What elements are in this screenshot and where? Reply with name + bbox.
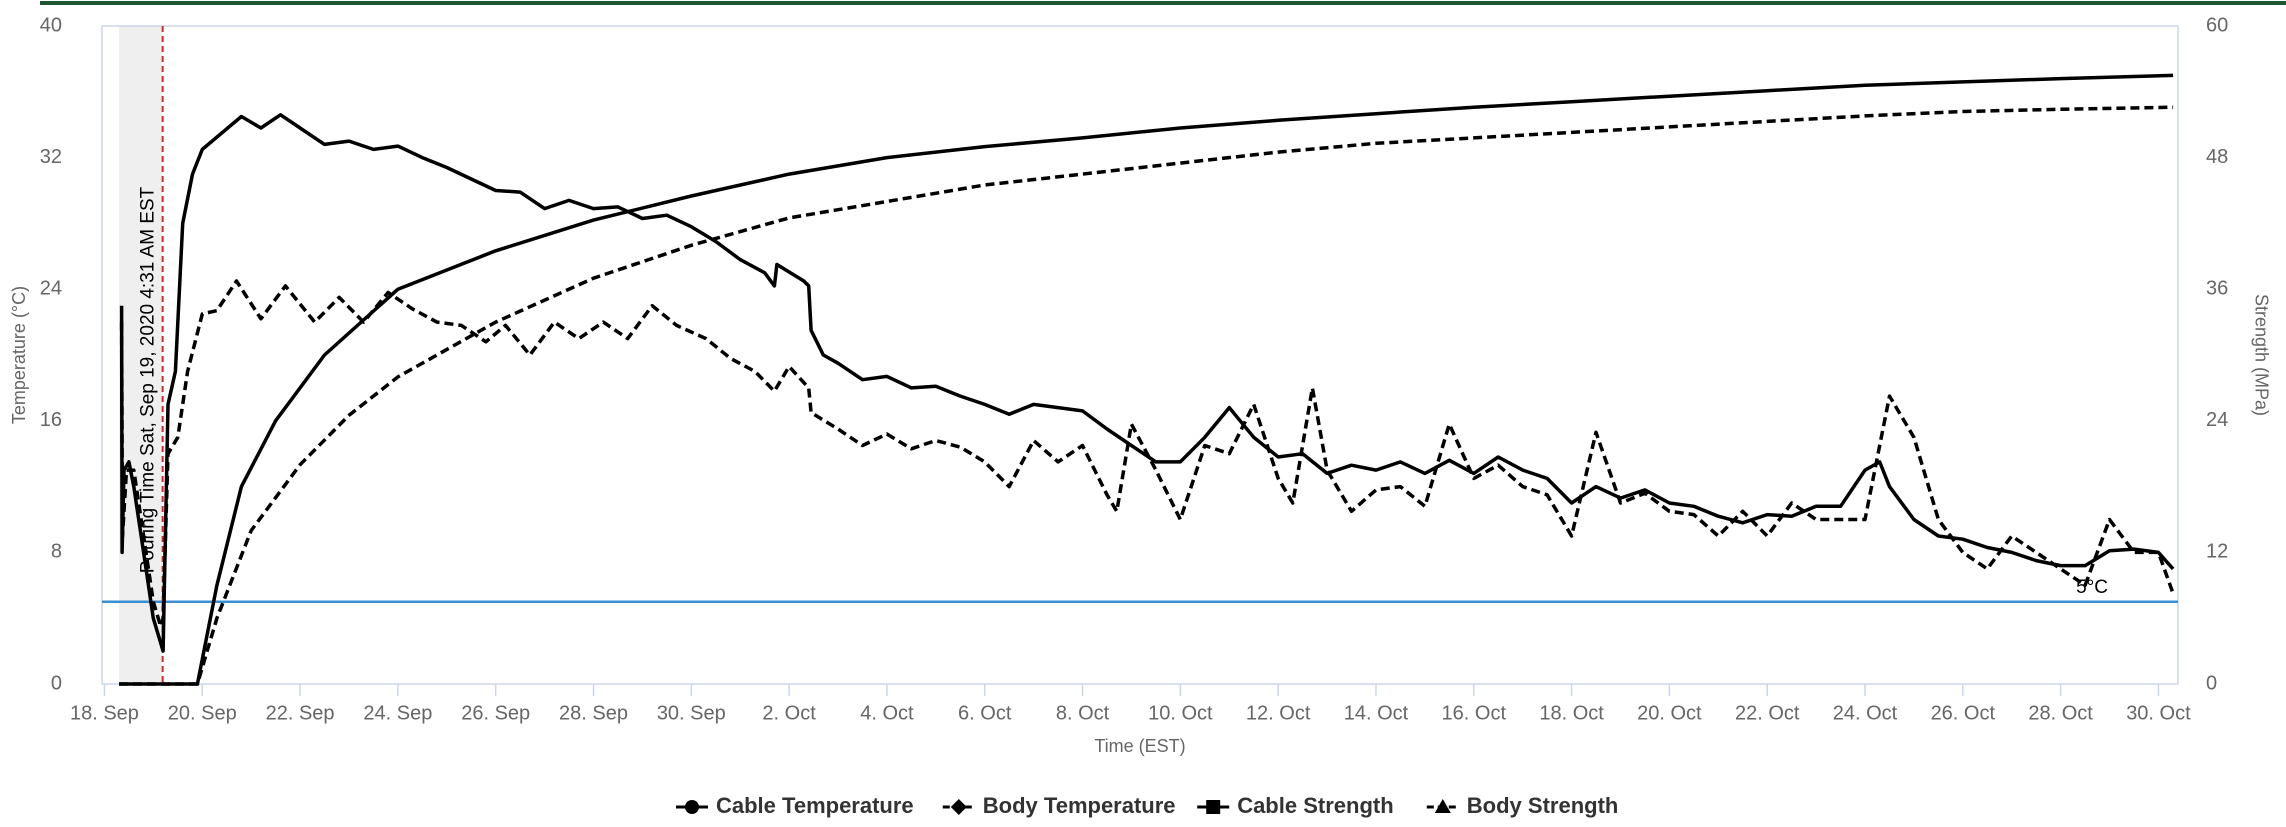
x-tick-label: 10. Oct (1148, 702, 1213, 724)
y2-axis-title: Strength (MPa) (2251, 294, 2271, 416)
series-line (119, 279, 2175, 629)
series-line (119, 105, 2174, 686)
y-axis-title: Temperature (°C) (9, 286, 29, 424)
legend-marker (950, 799, 967, 815)
legend-marker (1434, 799, 1451, 813)
x-tick-label: 30. Sep (657, 702, 726, 724)
legend-item: Body Temperature (942, 793, 1176, 818)
reference-label: 5°C (2076, 577, 2108, 598)
x-tick-label: 14. Oct (1344, 702, 1409, 724)
legend-label: Body Temperature (983, 793, 1176, 818)
legend-item: Cable Strength (1197, 793, 1394, 818)
legend-label: Body Strength (1467, 793, 1619, 818)
y2-tick-label: 36 (2206, 277, 2228, 299)
y2-tick-label: 48 (2206, 146, 2228, 168)
legend-label: Cable Temperature (716, 793, 914, 818)
y-tick-label: 8 (51, 541, 62, 563)
y-tick-label: 24 (40, 277, 62, 299)
y-tick-label: 0 (51, 672, 62, 694)
legend-marker (685, 800, 699, 814)
x-tick-label: 18. Sep (70, 702, 139, 724)
x-tick-label: 24. Oct (1833, 702, 1898, 724)
x-tick-label: 16. Oct (1442, 702, 1507, 724)
x-tick-label: 22. Oct (1735, 702, 1800, 724)
legend-marker (1206, 800, 1221, 814)
shaded-region (119, 26, 163, 684)
x-tick-label: 20. Oct (1637, 702, 1702, 724)
x-tick-label: 6. Oct (958, 702, 1012, 724)
x-tick-label: 20. Sep (168, 702, 237, 724)
x-tick-label: 30. Oct (2126, 702, 2191, 724)
y2-tick-label: 60 (2206, 14, 2228, 36)
x-tick-label: 26. Sep (461, 702, 530, 724)
x-tick-label: 12. Oct (1246, 702, 1311, 724)
x-tick-label: 26. Oct (1931, 702, 1996, 724)
plot-frame (101, 25, 2179, 685)
y2-tick-label: 0 (2206, 672, 2217, 694)
x-tick-label: 8. Oct (1056, 702, 1110, 724)
y-tick-label: 16 (40, 409, 62, 431)
x-tick-label: 28. Sep (559, 702, 628, 724)
x-tick-label: 28. Oct (2028, 702, 2093, 724)
annotation-text: Pouring Time Sat, Sep 19, 2020 4:31 AM E… (138, 186, 159, 573)
x-tick-label: 24. Sep (363, 702, 432, 724)
legend-item: Cable Temperature (676, 793, 914, 818)
x-tick-label: 22. Sep (266, 702, 335, 724)
y-tick-label: 40 (40, 14, 62, 36)
x-axis-title: Time (EST) (1094, 736, 1185, 756)
x-tick-label: 2. Oct (762, 702, 816, 724)
y2-tick-label: 12 (2206, 541, 2228, 563)
series-line (119, 113, 2175, 653)
legend-item: Body Strength (1426, 793, 1619, 818)
x-tick-label: 18. Oct (1539, 702, 1604, 724)
x-tick-label: 4. Oct (860, 702, 914, 724)
legend-label: Cable Strength (1237, 793, 1393, 818)
y-tick-label: 32 (40, 146, 62, 168)
y2-tick-label: 24 (2206, 409, 2228, 431)
series-line (119, 73, 2174, 686)
